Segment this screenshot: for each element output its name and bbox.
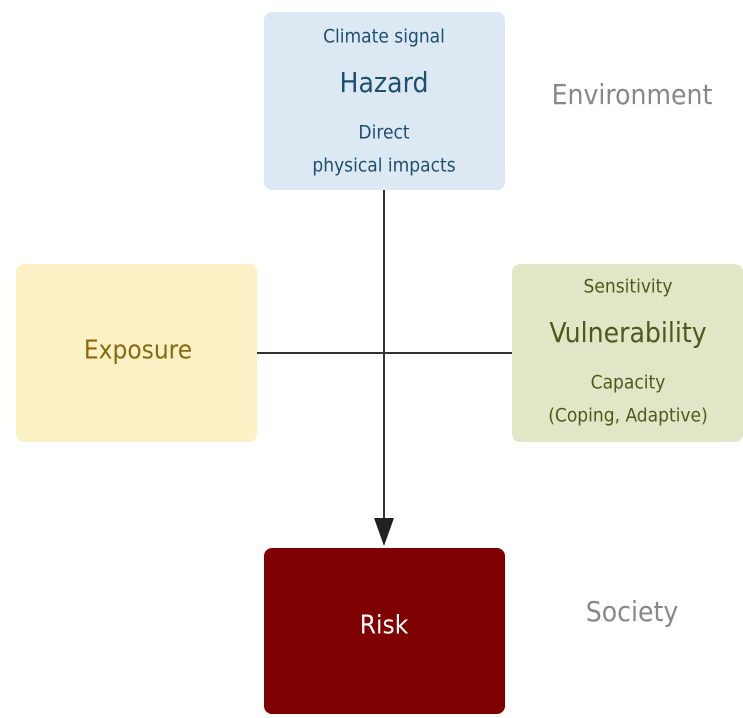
node-title: Vulnerability <box>549 316 706 349</box>
node-text: Direct <box>358 122 409 144</box>
exposure-box <box>16 264 257 442</box>
arrowhead <box>374 518 394 546</box>
side-label: Environment <box>552 78 713 111</box>
risk-box <box>264 548 505 714</box>
node-text: Sensitivity <box>584 276 673 298</box>
node-title: Hazard <box>340 66 429 99</box>
node-text: physical impacts <box>312 155 455 177</box>
node-text: Climate signal <box>323 26 445 48</box>
hazard-box <box>264 12 505 190</box>
vulnerability-box <box>512 264 743 442</box>
node-title: Risk <box>360 611 409 641</box>
node-text: (Coping, Adaptive) <box>548 405 708 427</box>
node-text: Capacity <box>591 372 666 394</box>
side-label: Society <box>586 595 679 628</box>
node-title: Exposure <box>84 336 192 366</box>
